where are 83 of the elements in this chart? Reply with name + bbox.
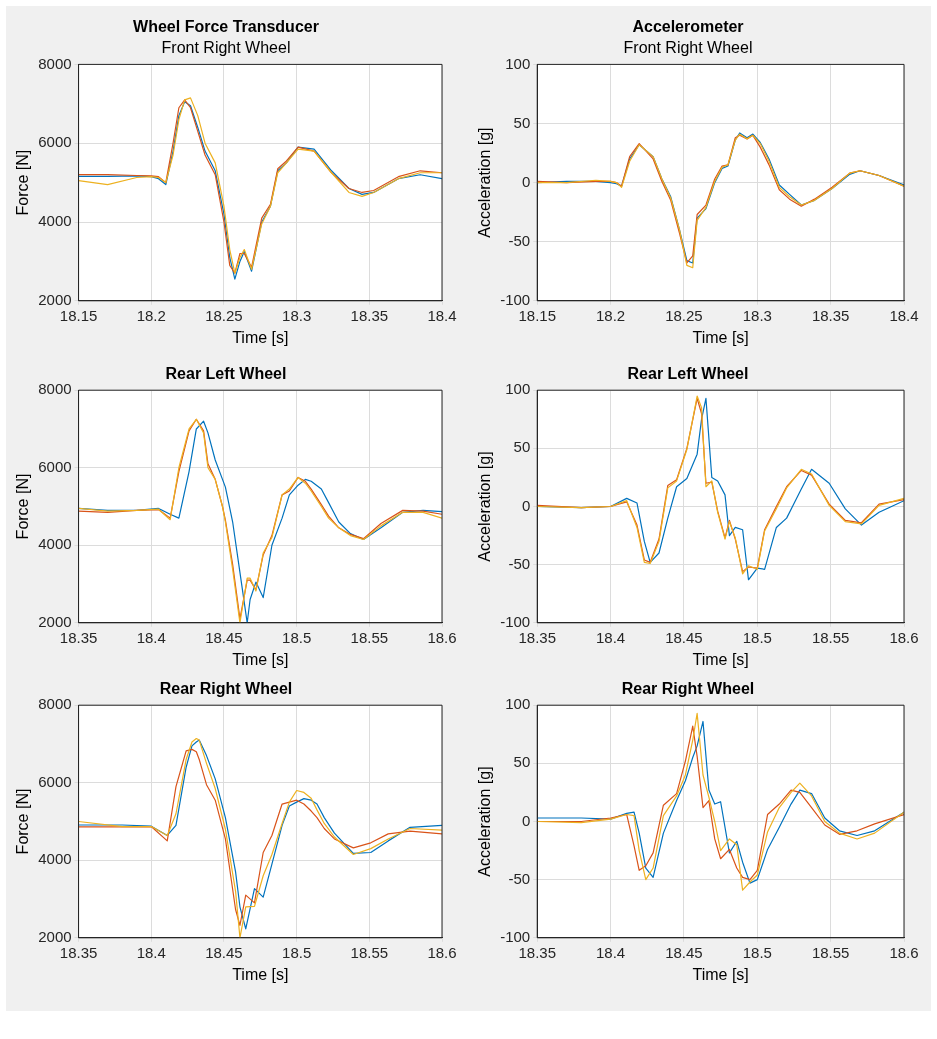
x-tick-label: 18.5 [742,628,772,646]
y-tick-label: 100 [505,695,531,713]
x-tick-label: 18.6 [427,628,457,646]
x-tick-label: 18.5 [282,628,312,646]
x-tick-label: 18.6 [889,943,919,961]
chart-title: Rear Left Wheel [627,365,749,383]
x-tick-label: 18.45 [205,943,243,961]
y-tick-label: -100 [500,927,531,945]
chart-subtitle: Front Right Wheel [161,39,291,57]
x-tick-label: 18.4 [136,943,166,961]
y-tick-label: -50 [508,869,531,887]
y-tick-label: 0 [521,172,531,190]
x-axis-title: Time [s] [232,965,289,983]
x-tick-label: 18.5 [282,943,312,961]
x-axis-title: Time [s] [692,650,749,668]
chart-subtitle: Front Right Wheel [623,39,753,57]
y-axis-title: Force [N] [14,149,32,216]
y-tick-label: 0 [521,811,531,829]
x-tick-label: 18.2 [136,306,166,324]
chart-title: Accelerometer [632,18,744,36]
y-tick-label: 8000 [38,54,72,72]
x-tick-label: 18.55 [811,628,850,646]
x-tick-label: 18.35 [59,628,98,646]
x-axis-title: Time [s] [232,328,289,346]
x-tick-label: 18.35 [811,306,850,324]
x-tick-label: 18.35 [350,306,389,324]
x-tick-label: 18.4 [136,628,166,646]
x-tick-label: 18.6 [889,628,919,646]
y-tick-label: -100 [500,612,531,630]
y-tick-label: -100 [500,290,531,308]
x-tick-label: 18.3 [742,306,772,324]
y-tick-label: 4000 [38,212,72,230]
y-tick-label: 0 [521,496,531,514]
y-tick-label: 8000 [38,380,72,398]
x-tick-label: 18.45 [665,943,703,961]
x-tick-label: 18.6 [427,943,457,961]
y-tick-label: 2000 [38,290,72,308]
x-tick-label: 18.25 [665,306,703,324]
x-tick-label: 18.25 [205,306,243,324]
y-tick-label: -50 [508,231,531,249]
y-tick-label: 2000 [38,927,72,945]
x-tick-label: 18.35 [518,628,556,646]
chart-title: Wheel Force Transducer [133,18,319,36]
x-tick-label: 18.4 [595,943,626,961]
y-tick-label: 50 [513,438,531,456]
x-axis-title: Time [s] [232,650,289,668]
x-tick-label: 18.3 [282,306,312,324]
x-tick-label: 18.55 [811,943,850,961]
x-tick-label: 18.55 [350,628,389,646]
y-tick-label: 100 [505,54,531,72]
y-tick-label: 6000 [38,133,72,151]
x-tick-label: 18.4 [889,306,919,324]
y-axis-title: Force [N] [14,788,32,855]
y-axis-title: Force [N] [14,473,32,540]
y-axis-title: Acceleration [g] [476,766,494,877]
x-tick-label: 18.45 [665,628,703,646]
chart-title: Rear Left Wheel [165,365,287,383]
y-tick-label: 50 [513,113,531,131]
y-tick-label: 2000 [38,612,72,630]
x-axis-title: Time [s] [692,965,749,983]
y-tick-label: 6000 [38,457,72,475]
y-axis-title: Acceleration [g] [476,451,494,562]
chart-title: Rear Right Wheel [159,680,293,698]
x-tick-label: 18.35 [518,943,556,961]
x-axis-title: Time [s] [692,328,749,346]
y-tick-label: 8000 [38,695,72,713]
y-tick-label: 6000 [38,772,72,790]
x-tick-label: 18.35 [59,943,98,961]
y-tick-label: 4000 [38,850,72,868]
x-tick-label: 18.15 [59,306,98,324]
x-tick-label: 18.5 [742,943,772,961]
chart-title: Rear Right Wheel [621,680,755,698]
y-tick-label: -50 [508,554,531,572]
y-tick-label: 50 [513,753,531,771]
x-tick-label: 18.4 [427,306,457,324]
y-tick-label: 4000 [38,535,72,553]
x-tick-label: 18.2 [595,306,626,324]
x-tick-label: 18.4 [595,628,626,646]
x-tick-label: 18.15 [518,306,556,324]
x-tick-label: 18.55 [350,943,389,961]
y-tick-label: 100 [505,380,531,398]
y-axis-title: Acceleration [g] [476,127,494,238]
x-tick-label: 18.45 [205,628,243,646]
